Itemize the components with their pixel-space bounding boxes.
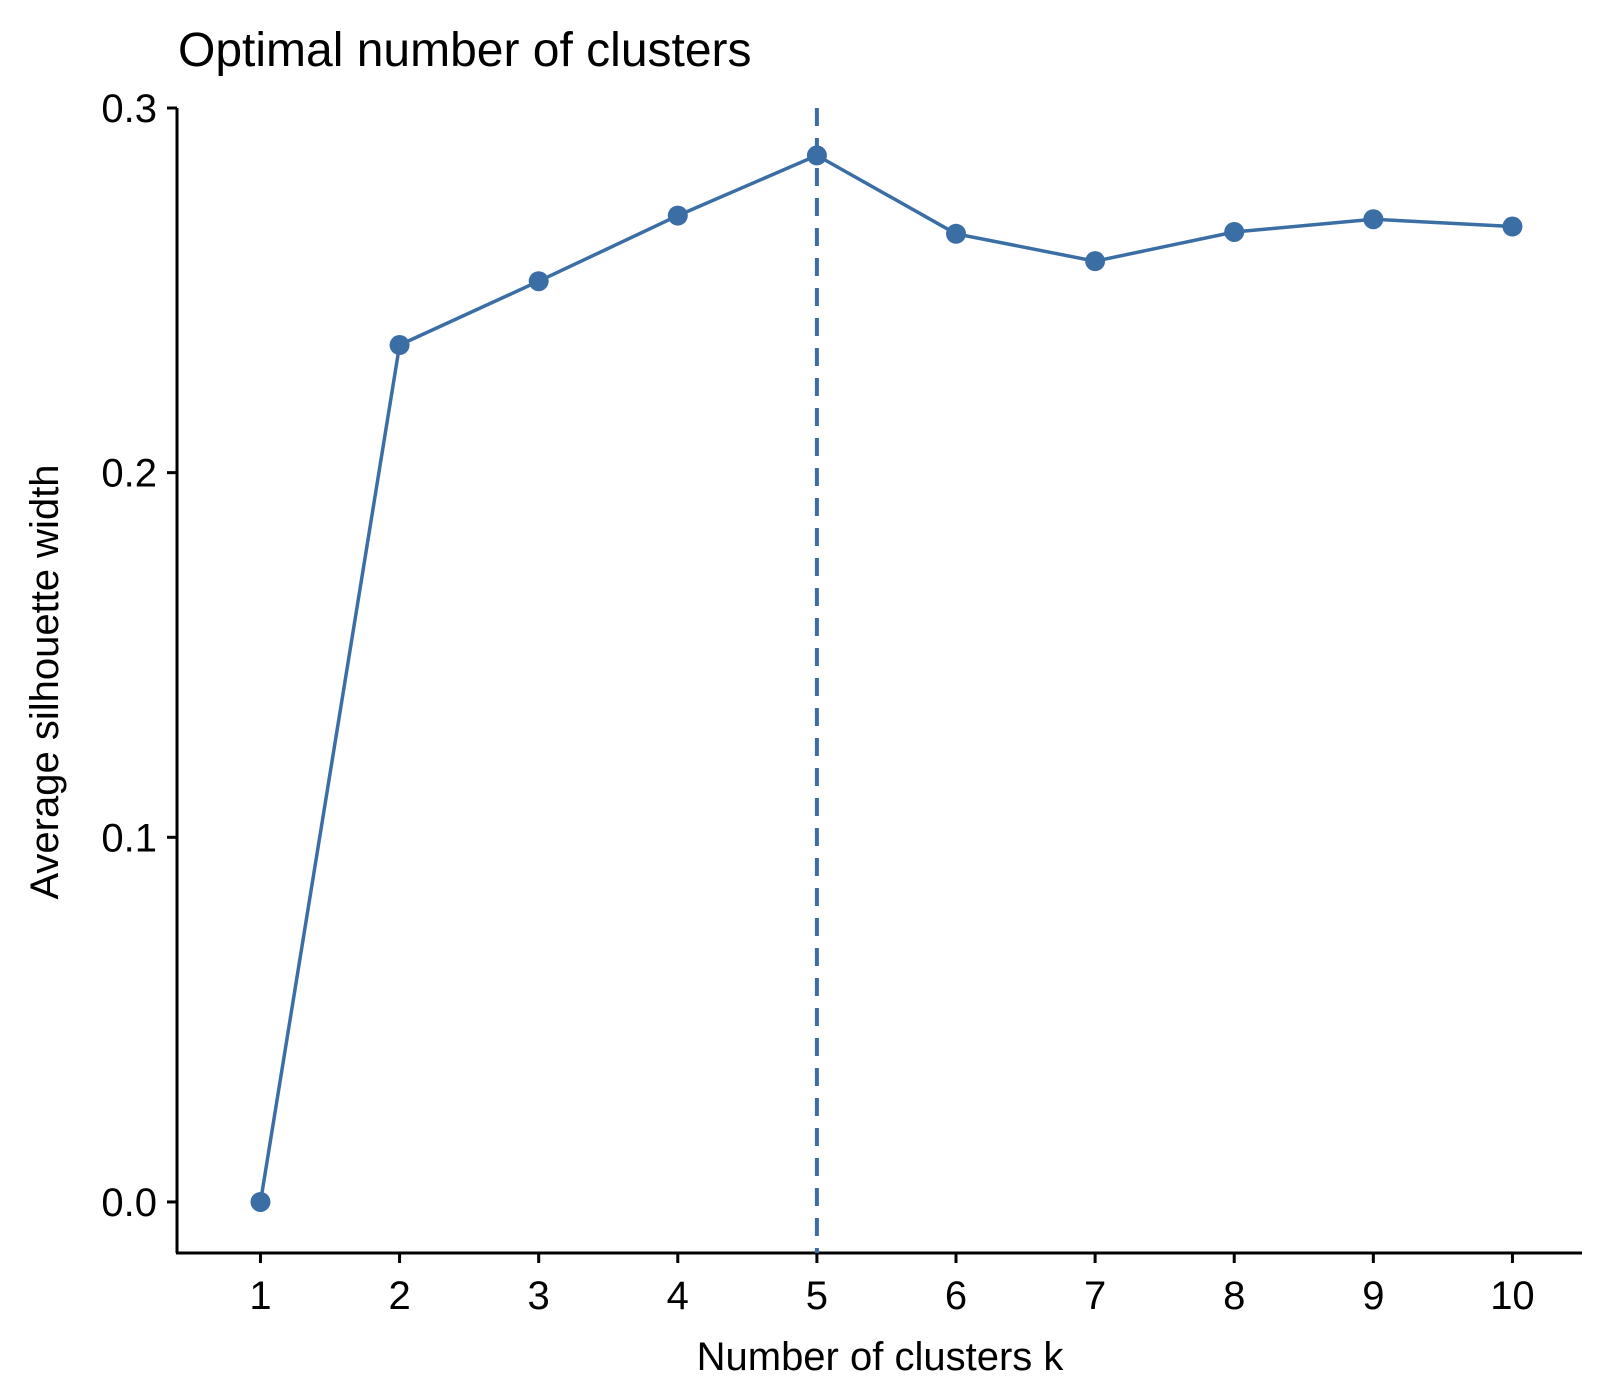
data-point xyxy=(528,271,549,292)
x-tick-label: 8 xyxy=(1223,1274,1245,1318)
x-axis-title: Number of clusters k xyxy=(697,1335,1065,1379)
data-point xyxy=(1502,216,1523,237)
y-tick-label: 0.2 xyxy=(101,452,157,496)
x-tick-label: 7 xyxy=(1084,1274,1106,1318)
data-point xyxy=(1224,221,1245,242)
data-point xyxy=(806,145,827,166)
chart-title: Optimal number of clusters xyxy=(178,24,752,77)
x-tick-label: 5 xyxy=(806,1274,828,1318)
data-point xyxy=(1085,251,1106,272)
y-tick-label: 0.3 xyxy=(101,87,157,131)
data-point xyxy=(250,1191,271,1212)
silhouette-series-line xyxy=(258,153,1513,1203)
x-tick-label: 1 xyxy=(249,1274,271,1318)
data-point xyxy=(389,335,410,356)
x-tick-label: 9 xyxy=(1362,1274,1384,1318)
x-tick-label: 2 xyxy=(388,1274,410,1318)
data-point xyxy=(946,223,967,244)
y-tick-label: 0.1 xyxy=(101,816,157,860)
y-tick-label: 0.0 xyxy=(101,1181,157,1225)
data-point xyxy=(667,205,688,226)
x-axis-ticks: 1 2 3 4 5 6 7 8 9 10 xyxy=(249,1253,1535,1318)
data-point xyxy=(1363,209,1384,230)
x-tick-label: 10 xyxy=(1490,1274,1535,1318)
silhouette-points xyxy=(250,145,1523,1212)
y-axis-ticks: 0.0 0.1 0.2 0.3 xyxy=(101,87,177,1225)
y-axis-title: Average silhouette width xyxy=(23,464,67,899)
x-tick-label: 3 xyxy=(528,1274,550,1318)
x-tick-label: 4 xyxy=(667,1274,689,1318)
x-tick-label: 6 xyxy=(945,1274,967,1318)
